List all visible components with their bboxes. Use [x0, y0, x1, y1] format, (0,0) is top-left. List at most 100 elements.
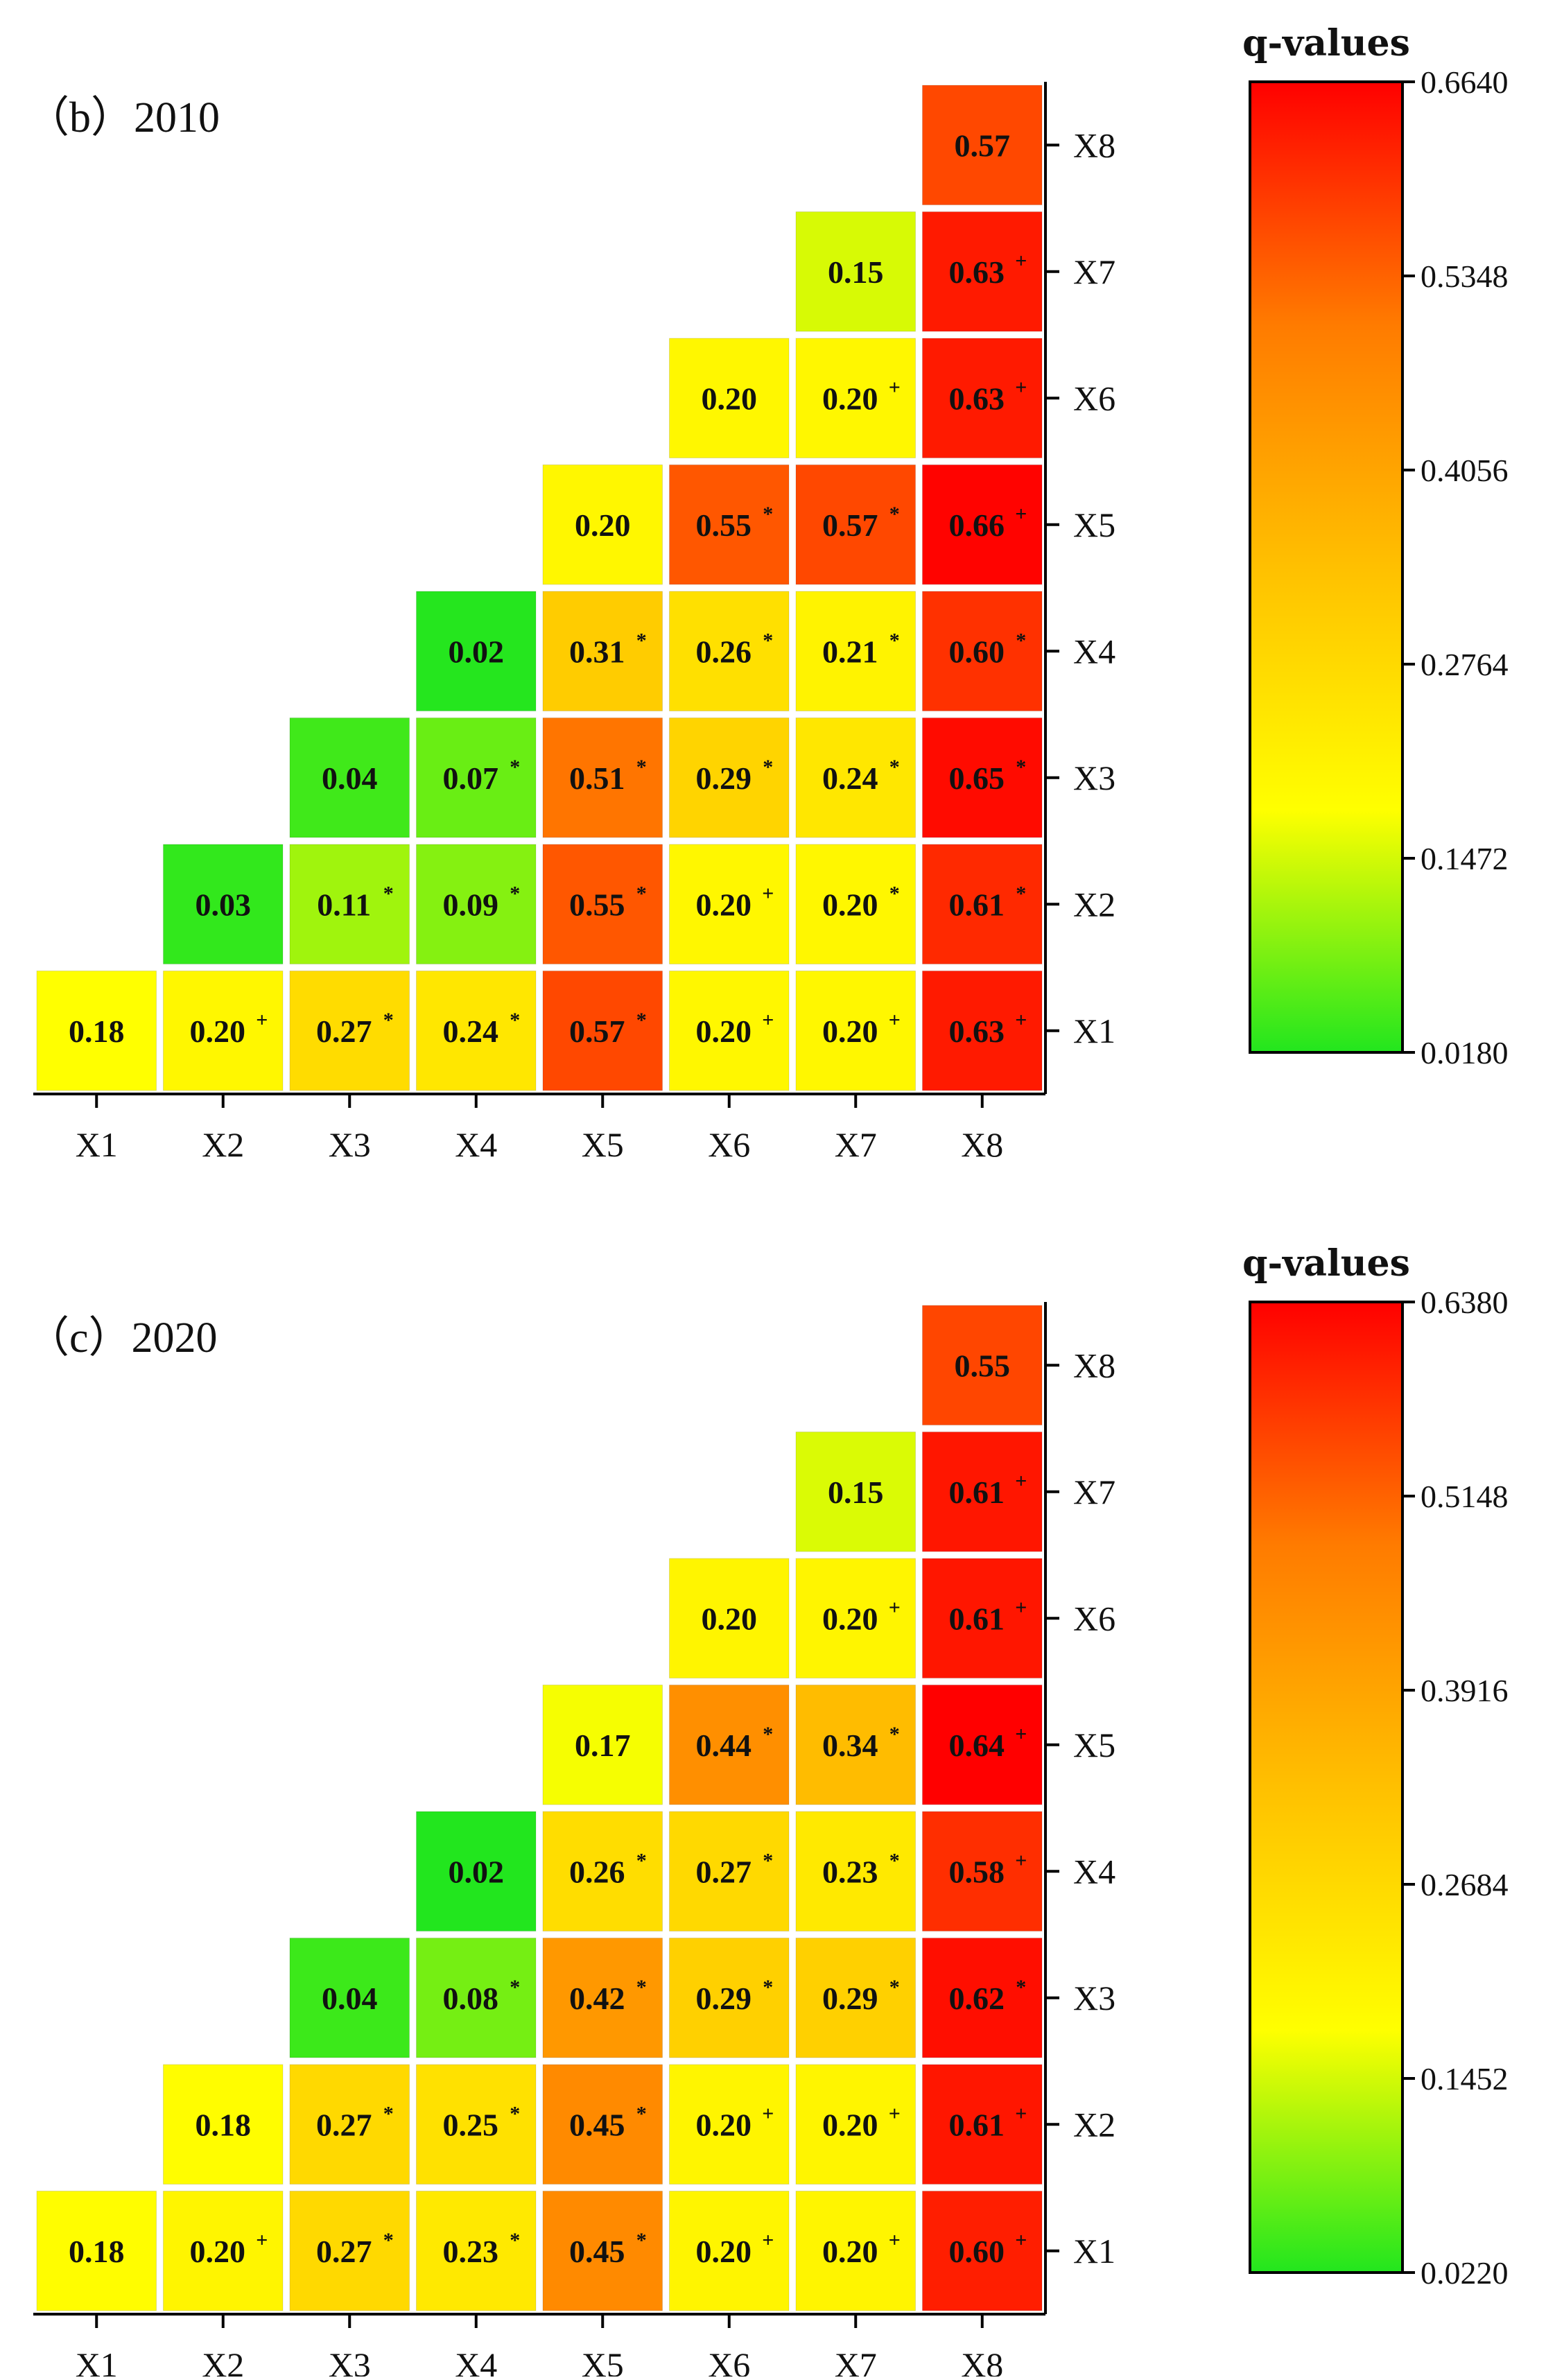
heat-cell-significance: * [763, 629, 773, 652]
heat-cell-x4-x4: 0.02 [416, 1811, 537, 1931]
heat-cell-value: 0.44 [696, 1728, 752, 1763]
heat-cell-value: 0.15 [828, 254, 884, 290]
heat-cell-x5-x6: 0.55 * [669, 464, 790, 585]
heat-cell-rect [922, 591, 1043, 711]
heat-cell-significance: * [889, 882, 900, 905]
heat-cell-significance: + [1015, 376, 1027, 399]
heat-cell-x1-x6: 0.20 + [669, 2191, 790, 2311]
x-tick-label-x7: X7 [835, 2345, 877, 2377]
heat-cell-rect [922, 1685, 1043, 1805]
heat-cell-x5-x7: 0.34 * [795, 1685, 916, 1805]
heat-cell-rect [795, 1432, 916, 1552]
heat-cell-rect [795, 844, 916, 964]
heat-cell-x2-x6: 0.20 + [669, 844, 790, 964]
panel-2010: （b）2010 0.18 0.20 +0.27 * 0.24 * 0.57 * 0.20 +0.2… [26, 22, 1509, 1164]
heat-cell-value: 0.29 [696, 1981, 752, 2016]
heat-cell-rect [289, 844, 410, 964]
heat-cell-rect [542, 1685, 663, 1805]
heat-cell-value: 0.20 [822, 887, 878, 922]
heat-cell-value: 0.18 [69, 2234, 125, 2269]
heat-cell-significance: + [889, 376, 901, 399]
heat-cell-rect [669, 2064, 790, 2184]
heat-cell-x6-x8: 0.63 + [922, 338, 1043, 458]
heat-cell-rect [163, 844, 284, 964]
heat-cell-significance: * [636, 1009, 647, 1032]
heat-cell-value: 0.66 [949, 507, 1005, 543]
heat-cell-value: 0.18 [69, 1014, 125, 1049]
heat-cell-x1-x5: 0.45 * [542, 2191, 663, 2311]
heat-cell-x1-x1: 0.18 [36, 971, 157, 1091]
x-tick-label-x8: X8 [961, 1125, 1003, 1164]
heat-cell-significance: + [1015, 1723, 1027, 1746]
heat-cell-x7-x7: 0.15 [795, 211, 916, 332]
heat-cell-rect [542, 2191, 663, 2311]
x-tick-label-x3: X3 [329, 2345, 371, 2377]
heat-cell-rect [922, 85, 1043, 205]
heat-cell-rect [289, 1938, 410, 2058]
colorbar-tick-label: 0.3916 [1421, 1673, 1509, 1708]
heat-cell-value: 0.20 [822, 2234, 878, 2269]
heat-cell-value: 0.20 [696, 1014, 752, 1049]
heat-cell-rect [922, 2064, 1043, 2184]
heat-cell-value: 0.58 [949, 1854, 1005, 1889]
heat-cell-significance: * [510, 1976, 520, 1999]
heat-cell-value: 0.61 [949, 1475, 1005, 1510]
heat-cell-significance: + [1015, 1849, 1027, 1872]
heat-cell-rect [163, 2064, 284, 2184]
heat-cell-rect [416, 1811, 537, 1931]
heat-cell-x2-x3: 0.11 * [289, 844, 410, 964]
x-tick-label-x1: X1 [76, 1125, 118, 1164]
colorbar-tick-label: 0.1452 [1421, 2061, 1509, 2096]
heat-cell-value: 0.20 [822, 2107, 878, 2142]
heat-cell-value: 0.15 [828, 1475, 884, 1510]
heat-cell-rect [669, 1685, 790, 1805]
heat-cell-x2-x2: 0.03 [163, 844, 284, 964]
panel-title-2020: （c）2020 [26, 1314, 218, 1362]
heat-cell-value: 0.61 [949, 2107, 1005, 2142]
heat-cell-significance: * [889, 629, 900, 652]
heat-cell-x5-x5: 0.17 [542, 1685, 663, 1805]
heat-cell-x3-x3: 0.04 [289, 718, 410, 838]
heat-cell-x5-x6: 0.44 * [669, 1685, 790, 1805]
heat-cell-rect [542, 2064, 663, 2184]
heat-cell-rect [922, 2191, 1043, 2311]
heat-cell-significance: + [889, 2229, 901, 2252]
heat-cell-rect [922, 1305, 1043, 1425]
heat-cell-significance: + [1015, 1009, 1027, 1032]
colorbar-tick-label: 0.6640 [1421, 64, 1509, 100]
heat-cell-value: 0.63 [949, 1014, 1005, 1049]
heat-cell-rect [416, 971, 537, 1091]
heat-cell-x1-x8: 0.60 + [922, 2191, 1043, 2311]
heat-cell-rect [922, 1432, 1043, 1552]
heat-cell-x1-x7: 0.20 + [795, 2191, 916, 2311]
heat-cell-rect [795, 1938, 916, 2058]
heat-cell-significance: * [510, 882, 520, 905]
heat-cell-value: 0.09 [443, 887, 499, 922]
heat-cell-significance: * [636, 2229, 647, 2252]
heat-cell-x6-x6: 0.20 [669, 338, 790, 458]
y-tick-label-x7: X7 [1073, 252, 1115, 291]
heat-cell-rect [922, 971, 1043, 1091]
heat-cell-significance: * [763, 756, 773, 779]
heat-cell-significance: * [763, 1849, 773, 1872]
heat-cell-value: 0.20 [696, 2107, 752, 2142]
heat-cell-value: 0.03 [196, 887, 252, 922]
heat-cell-significance: * [636, 2102, 647, 2125]
heat-cell-value: 0.55 [569, 887, 625, 922]
heat-cell-x7-x8: 0.63 + [922, 211, 1043, 332]
heat-cell-significance: * [383, 1009, 394, 1032]
heat-cell-x4-x5: 0.31 * [542, 591, 663, 711]
heat-cell-rect [669, 2191, 790, 2311]
heat-cell-value: 0.29 [822, 1981, 878, 2016]
heat-cell-x1-x5: 0.57 * [542, 971, 663, 1091]
heat-cell-significance: + [762, 882, 774, 905]
heat-cell-significance: * [636, 1976, 647, 1999]
heat-cell-rect [795, 718, 916, 838]
heat-cell-significance: + [762, 1009, 774, 1032]
heat-cell-x3-x7: 0.29 * [795, 1938, 916, 2058]
heat-cell-x3-x4: 0.07 * [416, 718, 537, 838]
colorbar-tick-label: 0.2684 [1421, 1867, 1509, 1902]
heat-cell-x8-x8: 0.57 [922, 85, 1043, 205]
heat-cell-x3-x6: 0.29 * [669, 718, 790, 838]
colorbar-tick-label: 0.6380 [1421, 1285, 1509, 1320]
